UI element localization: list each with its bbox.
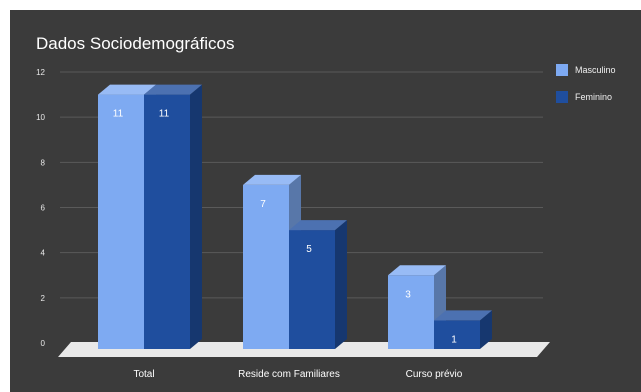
bars: 11 11 7 5 3 1 (98, 84, 492, 349)
y-tick-label: 12 (36, 68, 45, 77)
legend-swatch (556, 64, 568, 76)
bar-top-masculino (98, 84, 156, 95)
data-label: 11 (113, 109, 124, 120)
data-label: 5 (306, 244, 312, 255)
y-tick-label: 6 (41, 204, 46, 213)
bar-top-masculino (243, 174, 301, 185)
bar-top-feminino (144, 84, 202, 95)
legend-label: Masculino (575, 65, 616, 75)
x-tick-label: Reside com Familiares (238, 369, 340, 380)
legend-label: Feminino (575, 92, 612, 102)
data-label: 11 (159, 109, 170, 120)
chart-title: Dados Sociodemográficos (36, 34, 234, 53)
x-tick-label: Curso prévio (406, 369, 463, 380)
y-tick-label: 4 (41, 249, 46, 258)
x-tick-label: Total (133, 369, 154, 380)
data-label: 3 (405, 289, 411, 300)
bar-top-masculino (388, 265, 446, 276)
x-axis-labels: Total Reside com Familiares Curso prévio (133, 369, 462, 380)
data-label: 1 (451, 334, 457, 345)
bar-top-feminino (434, 310, 492, 321)
bar-side-feminino (190, 84, 202, 349)
y-tick-label: 10 (36, 113, 45, 122)
y-tick-label: 2 (41, 294, 46, 303)
bar-side-feminino (480, 310, 492, 349)
bar-front-feminino (144, 94, 190, 349)
bar-side-feminino (335, 220, 347, 349)
y-tick-label: 8 (41, 158, 46, 167)
bar-front-masculino (98, 94, 144, 349)
bar-top-feminino (289, 220, 347, 231)
bar-front-feminino (289, 230, 335, 349)
bar-front-masculino (388, 275, 434, 349)
legend: Masculino Feminino (556, 64, 616, 103)
bar-front-feminino (434, 320, 480, 349)
data-label: 7 (260, 199, 266, 210)
bar-front-masculino (243, 184, 289, 349)
y-axis-ticks: 0 2 4 6 8 10 12 (36, 68, 45, 348)
y-tick-label: 0 (41, 339, 46, 348)
legend-swatch (556, 91, 568, 103)
